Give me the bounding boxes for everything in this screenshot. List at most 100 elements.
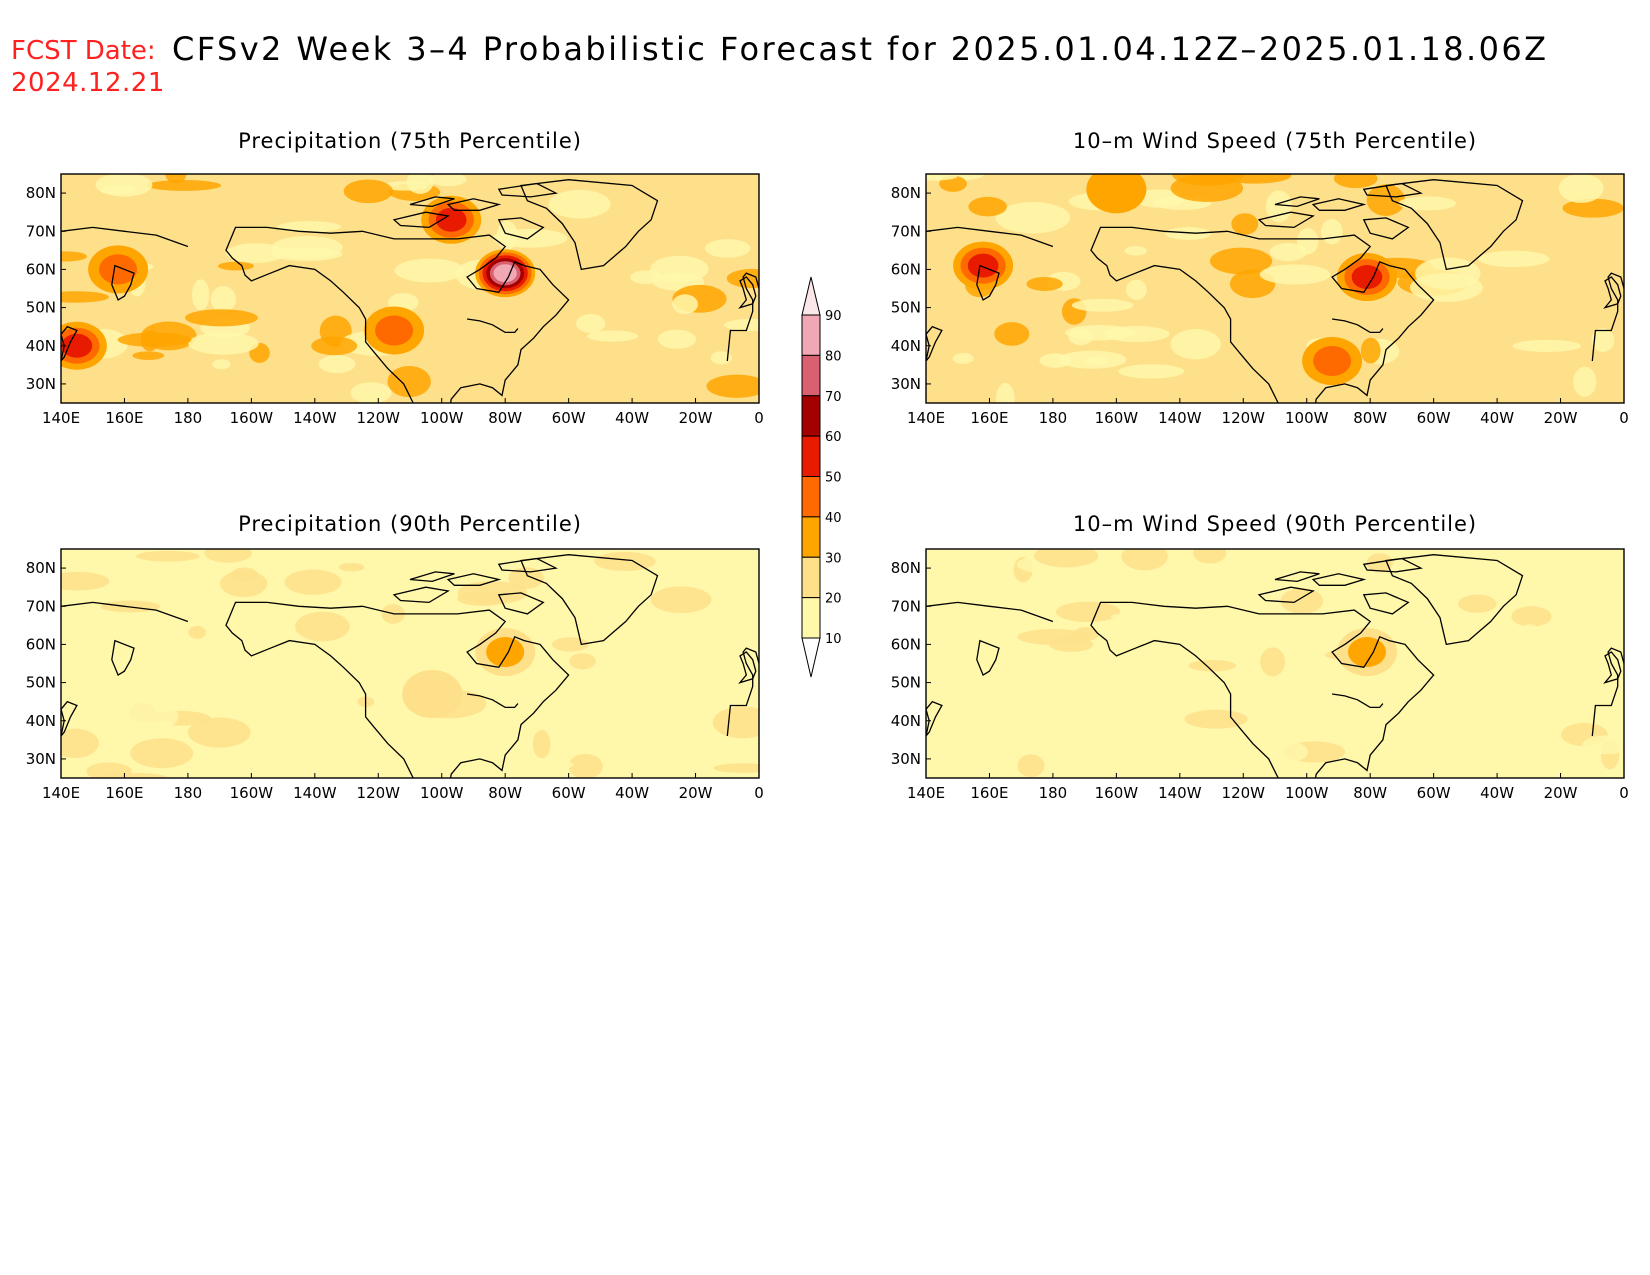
panel-title: Precipitation (75th Percentile) [238, 129, 582, 153]
x-tick-label: 60W [552, 784, 586, 802]
field-speckle [342, 677, 402, 694]
y-tick-label: 60N [891, 260, 921, 278]
x-tick-label: 80W [488, 784, 522, 802]
coastline [520, 554, 659, 646]
probability-patch [61, 333, 93, 358]
y-tick-label: 30N [26, 375, 56, 393]
probability-field [926, 549, 1624, 778]
field-speckle [338, 738, 403, 753]
coastline [1603, 651, 1622, 684]
field-speckle [996, 382, 1015, 403]
probability-patch [1086, 174, 1147, 214]
coastline [726, 272, 759, 362]
field-speckle [1126, 279, 1147, 300]
field-speckle [192, 279, 210, 311]
x-tick-label: 60W [552, 409, 586, 427]
x-tick-label: 100W [1285, 784, 1329, 802]
field-speckle [1259, 264, 1331, 285]
field-speckle [1458, 594, 1497, 613]
field-speckle [650, 586, 712, 614]
field-speckle [1121, 549, 1168, 571]
y-tick-label: 70N [26, 597, 56, 615]
x-tick-label: 20W [679, 784, 713, 802]
base-probability-fill [61, 174, 759, 403]
field-speckle [146, 180, 222, 191]
x-tick-label: 40W [1480, 409, 1514, 427]
field-speckle [1398, 196, 1457, 211]
field-speckle [210, 286, 236, 313]
field-speckle [188, 332, 259, 355]
field-speckle [350, 382, 392, 403]
field-speckle [1573, 366, 1597, 397]
x-tick-label: 160E [105, 784, 143, 802]
field-speckle [1188, 659, 1237, 672]
field-speckle [713, 763, 759, 773]
y-tick-label: 30N [26, 750, 56, 768]
x-tick-label: 180 [174, 409, 203, 427]
field-speckle [1024, 718, 1072, 748]
coastline [738, 276, 757, 309]
field-speckle [594, 551, 656, 571]
field-speckle [311, 336, 358, 356]
coastline [467, 318, 519, 334]
field-speckle [1333, 174, 1378, 189]
field-speckle [218, 261, 254, 271]
coastline [225, 601, 570, 778]
coastline [392, 211, 450, 229]
field-speckle [115, 699, 179, 732]
coastline [926, 601, 1054, 623]
forecast-date-label: FCST Date: [11, 36, 156, 66]
field-speckle [86, 762, 132, 778]
x-tick-label: 140E [907, 784, 945, 802]
coastline [926, 700, 943, 737]
x-tick-label: 0 [754, 409, 764, 427]
y-tick-label: 50N [891, 674, 921, 692]
field-speckle [1563, 630, 1624, 644]
field-speckle [187, 717, 251, 748]
map-frame [925, 173, 1625, 404]
field-speckle [219, 570, 268, 597]
coastline [926, 226, 1054, 248]
coastline [497, 592, 545, 615]
field-speckle [1260, 647, 1286, 677]
coastline [1362, 592, 1410, 615]
x-tick-label: 100W [420, 784, 464, 802]
coastlines [61, 179, 759, 403]
x-tick-label: 160W [230, 409, 274, 427]
x-tick-label: 180 [1039, 784, 1068, 802]
probability-patch [402, 670, 463, 719]
field-speckle [271, 236, 343, 259]
probability-patch [493, 264, 517, 283]
x-tick-label: 160E [970, 784, 1008, 802]
colorbar-label: 80 [825, 349, 842, 364]
coastline [497, 217, 545, 240]
coastline [446, 573, 502, 586]
x-tick-label: 0 [1619, 409, 1629, 427]
coastline [1362, 182, 1424, 198]
x-tick-label: 140W [293, 784, 337, 802]
coastline [976, 639, 1000, 676]
x-tick-label: 80W [1353, 784, 1387, 802]
field-speckle [638, 665, 682, 680]
panel-title: 10–m Wind Speed (90th Percentile) [1073, 512, 1477, 536]
field-speckle [926, 174, 958, 181]
field-speckle [1008, 702, 1047, 715]
field-speckle [61, 251, 88, 262]
field-speckle [1269, 243, 1307, 262]
field-speckle [508, 567, 544, 589]
field-speckle [1110, 612, 1158, 622]
coastline [1090, 226, 1435, 403]
field-speckle [706, 374, 759, 398]
y-tick-label: 30N [891, 375, 921, 393]
field-speckle [1591, 328, 1615, 353]
field-speckle [533, 760, 574, 770]
colorbar-swatch [801, 516, 821, 558]
coastline [1591, 272, 1624, 362]
field-speckle [968, 196, 1007, 217]
colorbar-swatch [801, 556, 821, 599]
field-speckle [724, 318, 759, 331]
probability-field [61, 174, 759, 403]
field-speckle [551, 637, 589, 652]
field-speckle [225, 243, 286, 263]
